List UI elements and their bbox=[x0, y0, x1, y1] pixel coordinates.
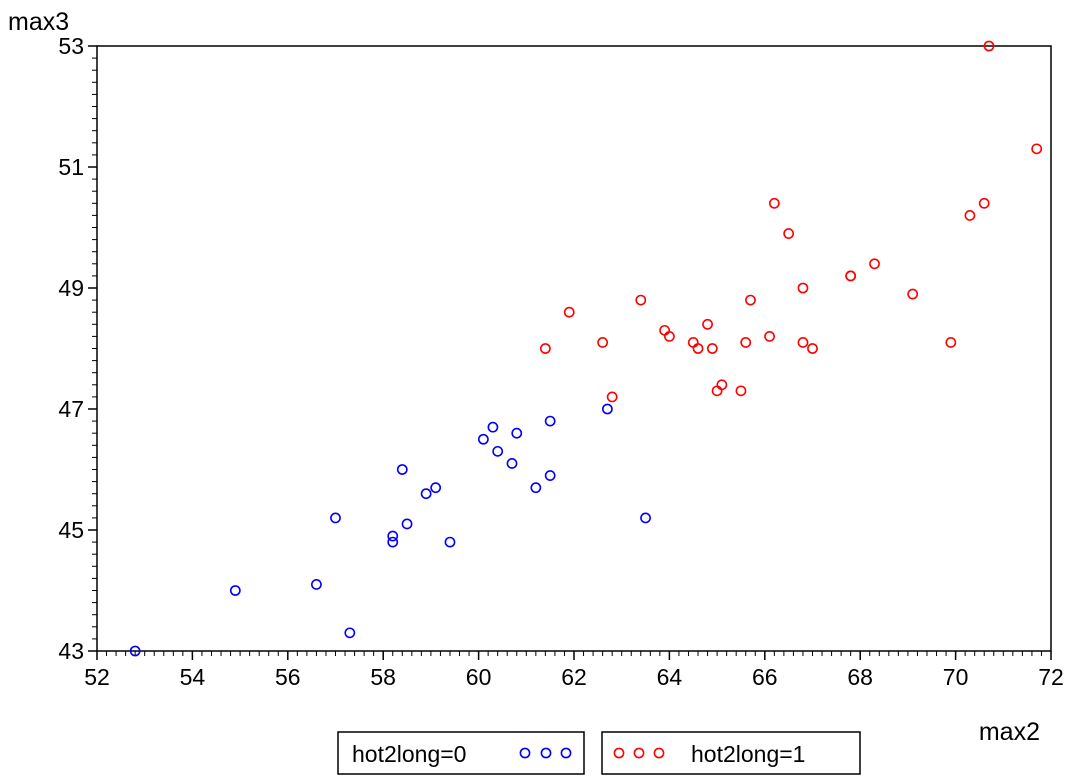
scatter-point bbox=[659, 324, 671, 336]
scatter-point bbox=[764, 330, 775, 342]
scatter-point bbox=[716, 379, 728, 391]
legend-marker-1 bbox=[613, 747, 625, 759]
scatter-point bbox=[387, 530, 399, 542]
scatter-point bbox=[664, 330, 675, 342]
scatter-point bbox=[635, 294, 647, 306]
legend-item-0 bbox=[337, 731, 585, 775]
legend-label-1: hot2long=1 bbox=[691, 741, 805, 767]
scatter-point bbox=[396, 464, 408, 475]
x-tick-label: 62 bbox=[561, 664, 587, 690]
scatter-point bbox=[563, 306, 575, 318]
x-tick-label: 72 bbox=[1038, 664, 1064, 690]
scatter-point bbox=[487, 421, 499, 433]
scatter-point bbox=[797, 282, 809, 294]
y-tick-label: 53 bbox=[58, 33, 84, 59]
scatter-point bbox=[444, 536, 456, 548]
legend-marker-0 bbox=[540, 747, 552, 759]
y-axis-title: max3 bbox=[8, 8, 69, 36]
scatter-point bbox=[311, 579, 322, 590]
x-tick-label: 60 bbox=[466, 664, 492, 690]
x-tick-label: 56 bbox=[275, 664, 301, 690]
scatter-point bbox=[606, 391, 618, 403]
scatter-point bbox=[869, 258, 880, 270]
y-tick-label: 47 bbox=[58, 396, 84, 422]
scatter-point bbox=[978, 197, 990, 209]
scatter-point bbox=[945, 337, 957, 348]
scatter-point bbox=[544, 470, 556, 481]
scatter-point bbox=[845, 270, 857, 282]
scatter-point bbox=[692, 343, 704, 354]
legend-marker-1 bbox=[653, 747, 665, 759]
scatter-point bbox=[706, 343, 718, 354]
y-tick-label: 43 bbox=[58, 638, 84, 664]
scatter-point bbox=[640, 512, 651, 524]
scatter-point bbox=[544, 415, 556, 427]
scatter-point bbox=[807, 343, 818, 354]
x-tick-label: 68 bbox=[847, 664, 873, 690]
x-tick-label: 66 bbox=[752, 664, 778, 690]
scatter-point bbox=[539, 343, 551, 354]
x-tick-label: 64 bbox=[657, 664, 683, 690]
scatter-point bbox=[430, 482, 442, 494]
scatter-point bbox=[783, 228, 795, 239]
scatter-point bbox=[740, 337, 752, 348]
scatter-point bbox=[687, 337, 699, 348]
x-tick-label: 52 bbox=[84, 664, 110, 690]
scatter-point bbox=[530, 482, 542, 494]
scatter-point bbox=[511, 427, 523, 439]
x-axis-title: max2 bbox=[979, 718, 1040, 746]
y-tick-label: 45 bbox=[58, 517, 84, 543]
legend-label-0: hot2long=0 bbox=[352, 741, 466, 767]
scatter-point bbox=[492, 445, 504, 457]
scatter-point bbox=[983, 40, 995, 52]
scatter-point bbox=[964, 209, 976, 221]
scatter-point bbox=[797, 337, 809, 348]
x-tick-label: 54 bbox=[180, 664, 206, 690]
x-tick-label: 58 bbox=[370, 664, 396, 690]
scatter-point bbox=[129, 645, 141, 657]
scatter-point bbox=[702, 318, 713, 330]
plot-area-frame bbox=[96, 45, 1052, 652]
scatter-point bbox=[420, 488, 432, 500]
scatter-point bbox=[506, 458, 518, 469]
scatter-point bbox=[597, 337, 609, 348]
scatter-point bbox=[401, 518, 413, 530]
scatter-point bbox=[344, 627, 356, 639]
scatter-point bbox=[601, 403, 613, 415]
scatter-point bbox=[907, 288, 919, 300]
scatter-point bbox=[735, 385, 747, 397]
scatter-point bbox=[1031, 143, 1043, 155]
y-tick-label: 51 bbox=[58, 154, 84, 180]
scatter-point bbox=[229, 585, 241, 596]
x-tick-label: 70 bbox=[943, 664, 969, 690]
scatter-point bbox=[711, 385, 723, 397]
scatter-point bbox=[768, 197, 780, 209]
scatter-point bbox=[477, 433, 489, 445]
legend-marker-1 bbox=[633, 747, 645, 759]
legend-marker-0 bbox=[519, 747, 531, 759]
legend-marker-0 bbox=[560, 747, 572, 759]
scatter-point bbox=[387, 536, 399, 548]
scatter-point bbox=[745, 294, 756, 306]
y-tick-label: 49 bbox=[58, 275, 84, 301]
scatter-point bbox=[330, 512, 341, 524]
legend-item-1 bbox=[601, 731, 861, 775]
